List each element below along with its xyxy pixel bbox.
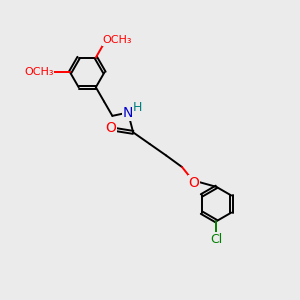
Text: OCH₃: OCH₃ bbox=[24, 68, 54, 77]
Text: O: O bbox=[188, 176, 200, 190]
Text: O: O bbox=[105, 122, 116, 135]
Text: OCH₃: OCH₃ bbox=[102, 35, 132, 45]
Text: H: H bbox=[133, 101, 142, 114]
Text: N: N bbox=[123, 106, 134, 120]
Text: Cl: Cl bbox=[210, 232, 223, 245]
